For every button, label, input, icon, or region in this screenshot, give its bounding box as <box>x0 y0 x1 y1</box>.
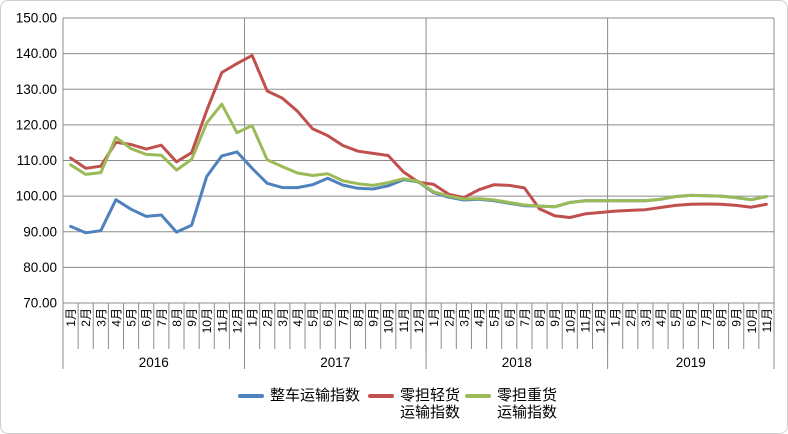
x-axis-month-label: 9月 <box>367 308 381 327</box>
x-axis-month-label: 10月 <box>563 308 577 333</box>
x-axis-month-label: 9月 <box>548 308 562 327</box>
x-axis-year-label: 2017 <box>320 355 350 370</box>
x-axis-month-label: 4月 <box>291 308 305 327</box>
x-axis-month-label: 6月 <box>684 308 698 327</box>
legend-series-label: 零担重货 运输指数 <box>497 387 558 421</box>
x-axis-month-label: 11月 <box>578 308 592 332</box>
y-axis-tick-label: 150.00 <box>16 11 57 26</box>
y-axis-tick-label: 100.00 <box>16 189 57 204</box>
x-axis-month-label: 5月 <box>669 308 683 327</box>
x-axis-month-label: 8月 <box>533 308 547 327</box>
x-axis-month-label: 2月 <box>442 308 456 327</box>
x-axis-month-label: 11月 <box>760 308 774 332</box>
x-axis-month-label: 3月 <box>94 308 108 327</box>
x-axis-month-label: 2月 <box>624 308 638 327</box>
x-axis-month-label: 8月 <box>715 308 729 327</box>
x-axis-month-label: 5月 <box>488 308 502 327</box>
x-axis-month-label: 4月 <box>473 308 487 327</box>
legend-series-dash <box>465 394 491 398</box>
x-axis-month-label: 11月 <box>215 308 229 332</box>
x-axis-month-label: 8月 <box>351 308 365 327</box>
x-axis-month-label: 12月 <box>594 308 608 333</box>
legend-item: 零担重货 运输指数 <box>465 387 557 421</box>
x-axis-month-label: 4月 <box>109 308 123 327</box>
x-axis-month-label: 6月 <box>503 308 517 327</box>
y-axis-tick-label: 90.00 <box>23 224 57 239</box>
y-axis-tick-label: 120.00 <box>16 117 57 132</box>
legend-item: 整车运输指数 <box>238 387 360 404</box>
x-axis-month-label: 1月 <box>64 308 78 327</box>
series-line-零担轻货运输指数 <box>69 53 768 219</box>
x-axis-month-label: 6月 <box>140 308 154 327</box>
x-axis-month-label: 1月 <box>609 308 623 327</box>
x-axis-month-label: 7月 <box>518 308 532 327</box>
x-axis-month-label: 9月 <box>730 308 744 327</box>
x-axis-year-label: 2019 <box>676 355 706 370</box>
x-axis-month-label: 7月 <box>336 308 350 327</box>
x-axis-month-label: 9月 <box>185 308 199 327</box>
x-axis-month-label: 10月 <box>382 308 396 333</box>
x-axis-month-label: 7月 <box>155 308 169 327</box>
y-axis-tick-label: 80.00 <box>23 260 57 275</box>
x-axis-year-label: 2018 <box>502 355 532 370</box>
x-axis-month-label: 10月 <box>200 308 214 333</box>
y-axis-tick-label: 130.00 <box>16 82 57 97</box>
chart-legend: 整车运输指数 零担轻货 运输指数 零担重货 运输指数 <box>1 387 787 427</box>
x-axis-year-label: 2016 <box>139 355 169 370</box>
x-axis-month-label: 1月 <box>246 308 260 327</box>
x-axis-month-label: 5月 <box>306 308 320 327</box>
x-axis-month-label: 12月 <box>412 308 426 333</box>
series-line-零担重货运输指数 <box>69 102 768 209</box>
legend-series-label: 整车运输指数 <box>270 387 361 404</box>
x-axis-month-label: 2月 <box>79 308 93 327</box>
series-line-整车运输指数 <box>69 150 768 235</box>
y-axis-tick-label: 110.00 <box>17 153 57 168</box>
x-axis-month-label: 3月 <box>457 308 471 327</box>
legend-series-label: 零担轻货 运输指数 <box>400 387 461 421</box>
x-axis-month-label: 3月 <box>276 308 290 327</box>
x-axis-month-label: 11月 <box>397 308 411 332</box>
x-axis-month-label: 3月 <box>639 308 653 327</box>
x-axis-month-label: 4月 <box>654 308 668 327</box>
legend-series-dash <box>368 394 394 398</box>
x-axis-month-label: 2月 <box>261 308 275 327</box>
x-axis-month-label: 12月 <box>230 308 244 333</box>
x-axis-month-label: 5月 <box>125 308 139 327</box>
legend-series-dash <box>238 394 264 398</box>
x-axis-month-label: 10月 <box>745 308 759 333</box>
x-axis-month-label: 7月 <box>699 308 713 327</box>
x-axis-month-label: 8月 <box>170 308 184 327</box>
y-axis-tick-label: 140.00 <box>16 46 57 61</box>
x-axis-month-label: 6月 <box>321 308 335 327</box>
legend-item: 零担轻货 运输指数 <box>368 387 460 421</box>
x-axis-month-label: 1月 <box>427 308 441 327</box>
y-axis-tick-label: 70.00 <box>23 296 57 311</box>
